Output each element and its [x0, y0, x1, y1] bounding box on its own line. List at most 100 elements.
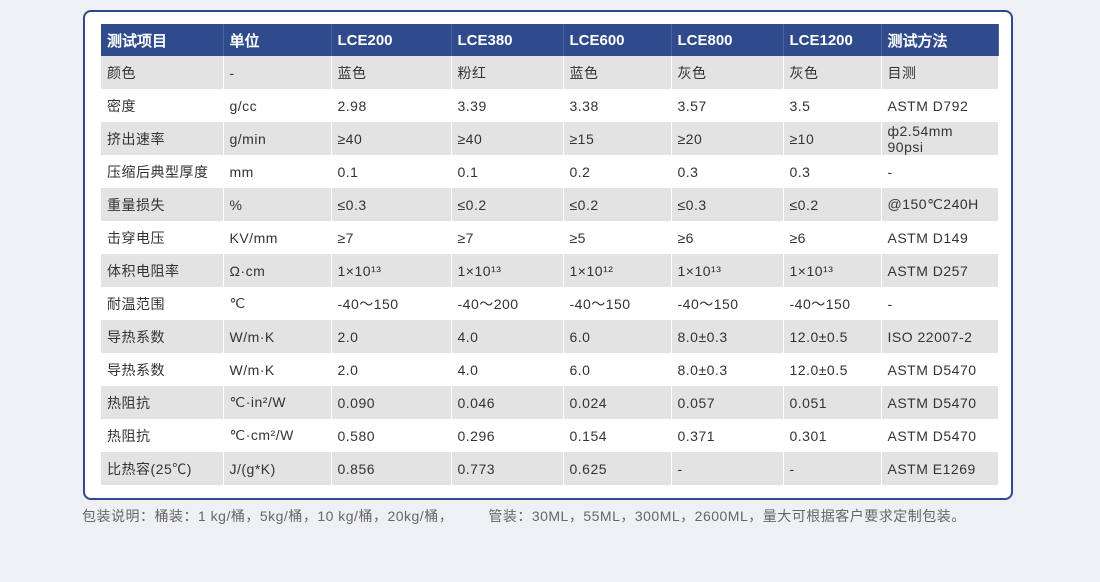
table-cell: 1×10¹³	[671, 254, 784, 287]
table-cell: 3.5	[783, 89, 882, 122]
table-cell: -	[223, 56, 332, 89]
header-cell: LCE600	[563, 24, 672, 56]
header-cell: LCE380	[451, 24, 564, 56]
table-row: 压缩后典型厚度 mm 0.1 0.1 0.2 0.3 0.3-	[101, 155, 999, 188]
table-cell: 耐温范围	[101, 287, 224, 320]
table-cell: 3.57	[671, 89, 784, 122]
table-cell: ASTM E1269	[881, 452, 999, 485]
table-cell: 12.0±0.5	[783, 320, 882, 353]
header-cell: 单位	[223, 24, 332, 56]
table-cell: 6.0	[563, 320, 672, 353]
table-cell: -	[783, 452, 882, 485]
table-cell: ≥5	[563, 221, 672, 254]
header-cell: 测试项目	[101, 24, 224, 56]
table-row: 耐温范围 ℃ -40～150 -40～200 -40～150 -40～150 -40～150…	[101, 287, 999, 320]
table-cell: ≥40	[451, 122, 564, 155]
table-cell: 重量损失	[101, 188, 224, 221]
table-cell: -40～150	[671, 287, 784, 320]
table-row: 挤出速率 g/min ≥40 ≥40 ≥15 ≥20 ≥10 ф2.54mm 90psi	[101, 122, 999, 155]
table-cell: 0.301	[783, 419, 882, 452]
table-cell: 比热容(25℃)	[101, 452, 224, 485]
table-row: 体积电阻率 Ω·cm 1×10¹³ 1×10¹³ 1×10¹² 1×10¹³ 1×10¹³ A…	[101, 254, 999, 287]
table-cell: 0.856	[331, 452, 452, 485]
table-cell: 0.090	[331, 386, 452, 419]
table-cell: ≤0.2	[451, 188, 564, 221]
footnote: 包装说明：桶装：1 kg/桶，5kg/桶，10 kg/桶，20kg/桶， 管装：…	[82, 508, 966, 524]
table-cell: ℃·cm²/W	[223, 419, 332, 452]
table-cell: -40～150	[783, 287, 882, 320]
table-cell: ASTM D149	[881, 221, 999, 254]
table-cell: 0.3	[671, 155, 784, 188]
table-cell: ≤0.2	[783, 188, 882, 221]
table-cell: 蓝色	[331, 56, 452, 89]
table-row: 密度 g/cc 2.98 3.39 3.38 3.57 3.5 ASTM D792	[101, 89, 999, 122]
spec-table: 测试项目 单位 LCE200 LCE380 LCE600 LCE800 LCE1200 测试方…	[101, 24, 999, 485]
table-cell: ASTM D5470	[881, 353, 999, 386]
table-cell: -	[881, 287, 999, 320]
table-cell: 2.0	[331, 320, 452, 353]
table-cell: 0.3	[783, 155, 882, 188]
table-cell: ℃·in²/W	[223, 386, 332, 419]
table-cell: 3.38	[563, 89, 672, 122]
table-cell: 热阻抗	[101, 419, 224, 452]
table-cell: %	[223, 188, 332, 221]
table-cell: 1×10¹³	[451, 254, 564, 287]
table-cell: 8.0±0.3	[671, 353, 784, 386]
table-cell: W/m·K	[223, 320, 332, 353]
table-cell: ≤0.2	[563, 188, 672, 221]
table-cell: ф2.54mm 90psi	[881, 122, 999, 155]
table-cell: ASTM D792	[881, 89, 999, 122]
table-cell: 1×10¹³	[331, 254, 452, 287]
table-cell: 2.0	[331, 353, 452, 386]
table-cell: 导热系数	[101, 320, 224, 353]
table-cell: g/cc	[223, 89, 332, 122]
table-cell: Ω·cm	[223, 254, 332, 287]
table-cell: ≤0.3	[671, 188, 784, 221]
table-row: 导热系数 W/m·K 2.0 4.0 6.0 8.0±0.3 12.0±0.5 ISO 220…	[101, 320, 999, 353]
table-cell: 热阻抗	[101, 386, 224, 419]
table-cell: 目测	[881, 56, 999, 89]
table-cell: 2.98	[331, 89, 452, 122]
table-row: 重量损失% ≤0.3 ≤0.2 ≤0.2 ≤0.3 ≤0.2 @150℃240H	[101, 188, 999, 221]
table-cell: J/(g*K)	[223, 452, 332, 485]
table-cell: 0.580	[331, 419, 452, 452]
table-cell: ≥15	[563, 122, 672, 155]
table-cell: -40～150	[331, 287, 452, 320]
table-cell: 0.051	[783, 386, 882, 419]
header-cell: LCE200	[331, 24, 452, 56]
table-cell: -40～200	[451, 287, 564, 320]
table-row: 热阻抗 ℃·cm²/W 0.580 0.296 0.154 0.371 0.301 ASTM …	[101, 419, 999, 452]
table-cell: 1×10¹³	[783, 254, 882, 287]
table-cell: 0.046	[451, 386, 564, 419]
table-row: 热阻抗 ℃·in²/W 0.090 0.046 0.024 0.057 0.051 ASTM …	[101, 386, 999, 419]
table-cell: ≥6	[783, 221, 882, 254]
table-cell: -	[881, 155, 999, 188]
table-cell: 导热系数	[101, 353, 224, 386]
table-cell: 1×10¹²	[563, 254, 672, 287]
table-cell: 0.773	[451, 452, 564, 485]
table-cell: ASTM D5470	[881, 419, 999, 452]
header-row: 测试项目 单位 LCE200 LCE380 LCE600 LCE800 LCE1200 测试方…	[101, 24, 999, 56]
table-cell: 0.2	[563, 155, 672, 188]
table-cell: 12.0±0.5	[783, 353, 882, 386]
table-row: 比热容(25℃) J/(g*K) 0.856 0.773 0.625- - ASTM E12…	[101, 452, 999, 485]
table-cell: 8.0±0.3	[671, 320, 784, 353]
table-cell: 0.296	[451, 419, 564, 452]
table-cell: ASTM D257	[881, 254, 999, 287]
table-cell: 0.1	[451, 155, 564, 188]
table-cell: 体积电阻率	[101, 254, 224, 287]
table-cell: ≥40	[331, 122, 452, 155]
table-cell: KV/mm	[223, 221, 332, 254]
table-cell: 蓝色	[563, 56, 672, 89]
table-cell: 密度	[101, 89, 224, 122]
table-cell: ≤0.3	[331, 188, 452, 221]
table-cell: 0.625	[563, 452, 672, 485]
table-cell: -	[671, 452, 784, 485]
header-cell: LCE800	[671, 24, 784, 56]
table-cell: 0.371	[671, 419, 784, 452]
table-cell: 0.057	[671, 386, 784, 419]
table-cell: 灰色	[783, 56, 882, 89]
table-cell: ≥7	[451, 221, 564, 254]
table-cell: 击穿电压	[101, 221, 224, 254]
table-cell: 0.1	[331, 155, 452, 188]
